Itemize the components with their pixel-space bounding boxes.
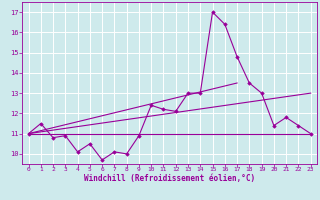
X-axis label: Windchill (Refroidissement éolien,°C): Windchill (Refroidissement éolien,°C) bbox=[84, 174, 255, 183]
